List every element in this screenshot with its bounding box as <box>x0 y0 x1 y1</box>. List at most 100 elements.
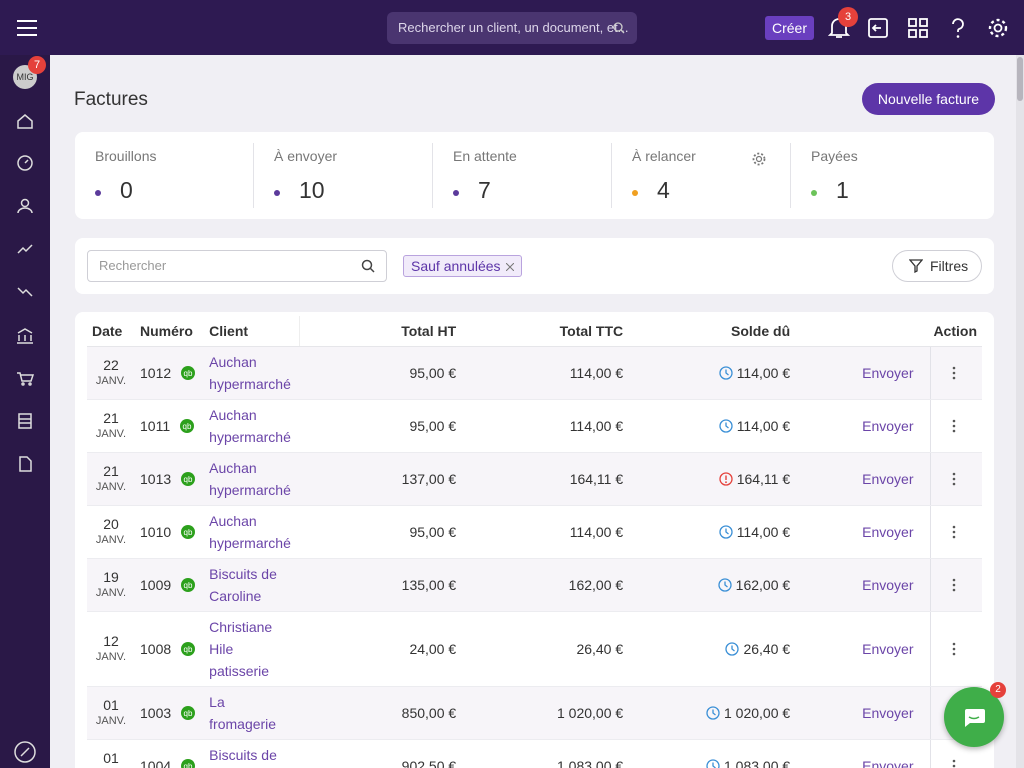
column-header[interactable]: Total TTC <box>466 316 634 347</box>
invoice-row[interactable]: 12 JANV. 1008 qb Christiane Hile patisserie 2… <box>87 611 982 687</box>
balance-cell: 164,11 € <box>633 452 801 506</box>
svg-text:qb: qb <box>184 709 193 718</box>
global-search[interactable]: Rechercher un client, un document, et... <box>387 12 637 44</box>
balance-cell: 114,00 € <box>633 505 801 559</box>
balance: 114,00 € <box>736 523 791 540</box>
invoice-number: 1004 <box>140 757 172 768</box>
filter-icon <box>909 259 923 273</box>
summary-item[interactable]: À envoyer 10 <box>254 132 433 219</box>
client-name[interactable]: Christiane Hile patisserie <box>204 611 300 687</box>
invoice-row[interactable]: 01 JANV. 1003 qb La fromagerie 850,00 €1 020,… <box>87 686 982 740</box>
settings-icon[interactable] <box>987 17 1009 39</box>
create-button[interactable]: Créer <box>765 16 815 40</box>
header-row: Date Numéro Client Total HT Total TTC Solde d… <box>87 316 982 347</box>
svg-text:qb: qb <box>183 422 192 431</box>
clock-icon <box>719 365 733 380</box>
summary-label: À relancer <box>632 148 696 164</box>
summary-item[interactable]: En attente 7 <box>433 132 612 219</box>
kebab-icon <box>952 525 956 538</box>
new-invoice-button[interactable]: Nouvelle facture <box>862 83 995 115</box>
invoice-row[interactable]: 20 JANV. 1010 qb Auchan hypermarché 95,00 €11… <box>87 505 982 559</box>
invoice-number: 1010 <box>140 523 172 540</box>
date-day: 20 <box>103 515 119 532</box>
total-ttc: 114,00 € <box>466 505 634 559</box>
summary-settings-icon[interactable] <box>751 151 767 167</box>
menu-icon[interactable] <box>17 20 37 36</box>
send-action[interactable]: Envoyer <box>800 505 930 559</box>
send-action[interactable]: Envoyer <box>800 686 930 740</box>
client-name[interactable]: Auchan hypermarché <box>204 346 300 400</box>
column-header[interactable]: Action <box>800 316 982 347</box>
send-action[interactable]: Envoyer <box>800 346 930 400</box>
svg-text:qb: qb <box>184 645 193 654</box>
date-month: JANV. <box>95 374 127 387</box>
column-header[interactable]: Client <box>204 316 300 347</box>
column-header[interactable]: Numéro <box>135 316 205 347</box>
sync-icon: qb <box>181 365 196 380</box>
summary-count: 0 <box>120 177 133 203</box>
filters-button[interactable]: Filtres <box>892 250 982 282</box>
toolbar-card: Rechercher Sauf annulées Filtres <box>75 238 994 294</box>
summary-separator <box>432 143 433 208</box>
date-cell: 19 JANV. <box>87 558 135 612</box>
sync-icon: qb <box>181 471 196 486</box>
date-cell: 21 JANV. <box>87 399 135 453</box>
balance-cell: 1 083,00 € <box>633 739 801 768</box>
invoice-number: 1003 <box>140 704 172 721</box>
client-name[interactable]: Auchan hypermarché <box>204 399 300 453</box>
client-name[interactable]: La fromagerie <box>204 686 300 740</box>
list-search[interactable]: Rechercher <box>87 250 387 282</box>
more-actions[interactable] <box>929 558 982 612</box>
summary-card: Brouillons 0 À envoyer 10 En attente 7 À relan… <box>75 132 994 219</box>
summary-item[interactable]: Payées 1 <box>791 132 970 219</box>
invoice-row[interactable]: 21 JANV. 1013 qb Auchan hypermarché 137,00 €1… <box>87 452 982 506</box>
column-header[interactable]: Solde dû <box>633 316 801 347</box>
sync-icon: qb <box>181 758 196 768</box>
column-header[interactable]: Date <box>87 316 135 347</box>
send-action[interactable]: Envoyer <box>800 558 930 612</box>
client-name[interactable]: Biscuits de Caroline <box>204 558 300 612</box>
date-day: 01 <box>103 696 119 713</box>
balance-cell: 114,00 € <box>633 399 801 453</box>
send-action[interactable]: Envoyer <box>800 611 930 687</box>
client-name[interactable]: Auchan hypermarché <box>204 505 300 559</box>
more-actions[interactable] <box>929 399 982 453</box>
scrollbar[interactable] <box>1016 55 1024 768</box>
invoice-row[interactable]: 19 JANV. 1009 qb Biscuits de Caroline 135,00 … <box>87 558 982 612</box>
kebab-icon <box>952 642 956 655</box>
more-actions[interactable] <box>929 611 982 687</box>
summary-item[interactable]: À relancer 4 <box>612 132 791 219</box>
date-cell: 20 JANV. <box>87 505 135 559</box>
client-name[interactable]: Auchan hypermarché <box>204 452 300 506</box>
client-name[interactable]: Biscuits de Caroline <box>204 739 300 768</box>
summary-count: 4 <box>657 177 670 203</box>
balance-cell: 114,00 € <box>633 346 801 400</box>
sync-icon: qb <box>181 524 196 539</box>
help-icon[interactable] <box>947 17 969 39</box>
total-ht: 850,00 € <box>299 686 467 740</box>
chip-label: Sauf annulées <box>411 258 501 274</box>
column-header[interactable]: Total HT <box>299 316 467 347</box>
send-action[interactable]: Envoyer <box>800 399 930 453</box>
summary-dot <box>274 190 280 196</box>
invoice-row[interactable]: 22 JANV. 1012 qb Auchan hypermarché 95,00 €11… <box>87 346 982 400</box>
scroll-thumb[interactable] <box>1017 57 1023 101</box>
sync-icon: qb <box>181 705 196 720</box>
more-actions[interactable] <box>929 346 982 400</box>
svg-text:qb: qb <box>184 528 193 537</box>
invoice-row[interactable]: 21 JANV. 1011 qb Auchan hypermarché 95,00 €11… <box>87 399 982 453</box>
total-ht: 135,00 € <box>299 558 467 612</box>
more-actions[interactable] <box>929 452 982 506</box>
sidebar: MIG 7 <box>0 55 50 768</box>
send-action[interactable]: Envoyer <box>800 452 930 506</box>
switch-icon[interactable] <box>867 17 889 39</box>
filter-chip[interactable]: Sauf annulées <box>403 255 522 277</box>
send-action[interactable]: Envoyer <box>800 739 930 768</box>
sidebar-icons <box>14 114 36 763</box>
date-month: JANV. <box>95 650 127 663</box>
chip-remove[interactable] <box>505 263 514 271</box>
more-actions[interactable] <box>929 505 982 559</box>
apps-icon[interactable] <box>907 17 929 39</box>
summary-item[interactable]: Brouillons 0 <box>75 132 254 219</box>
